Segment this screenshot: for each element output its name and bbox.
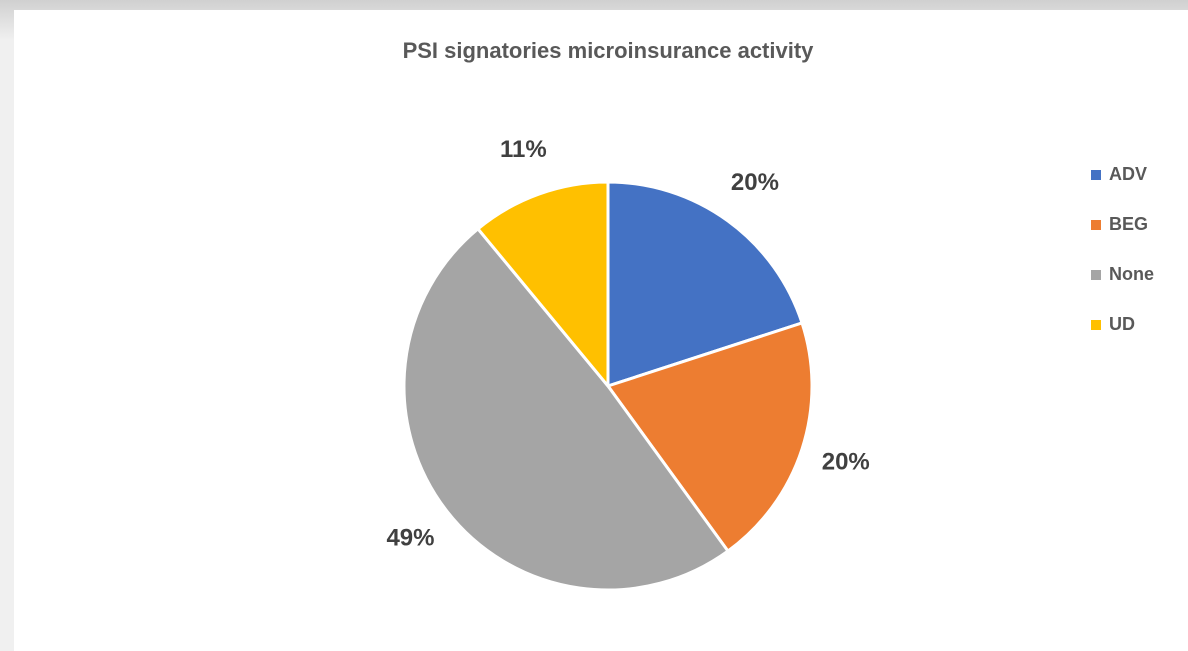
legend-label: ADV [1109,164,1147,184]
legend-label: BEG [1109,214,1148,234]
pie-slice [605,321,814,554]
pie-slice [606,180,804,389]
data-label: 49% [386,525,434,552]
legend-marker [1091,220,1101,230]
legend-marker [1091,320,1101,330]
data-label: 20% [731,169,779,196]
chart-title: PSI signatories microinsurance activity [403,38,815,63]
legend-marker [1091,170,1101,180]
legend-marker [1091,270,1101,280]
data-label: 20% [822,449,870,476]
pie-slice [402,226,731,592]
data-label: 11% [500,136,547,163]
legend-label: None [1109,264,1154,284]
legend-label: UD [1109,314,1135,334]
pie-slice [475,180,610,391]
